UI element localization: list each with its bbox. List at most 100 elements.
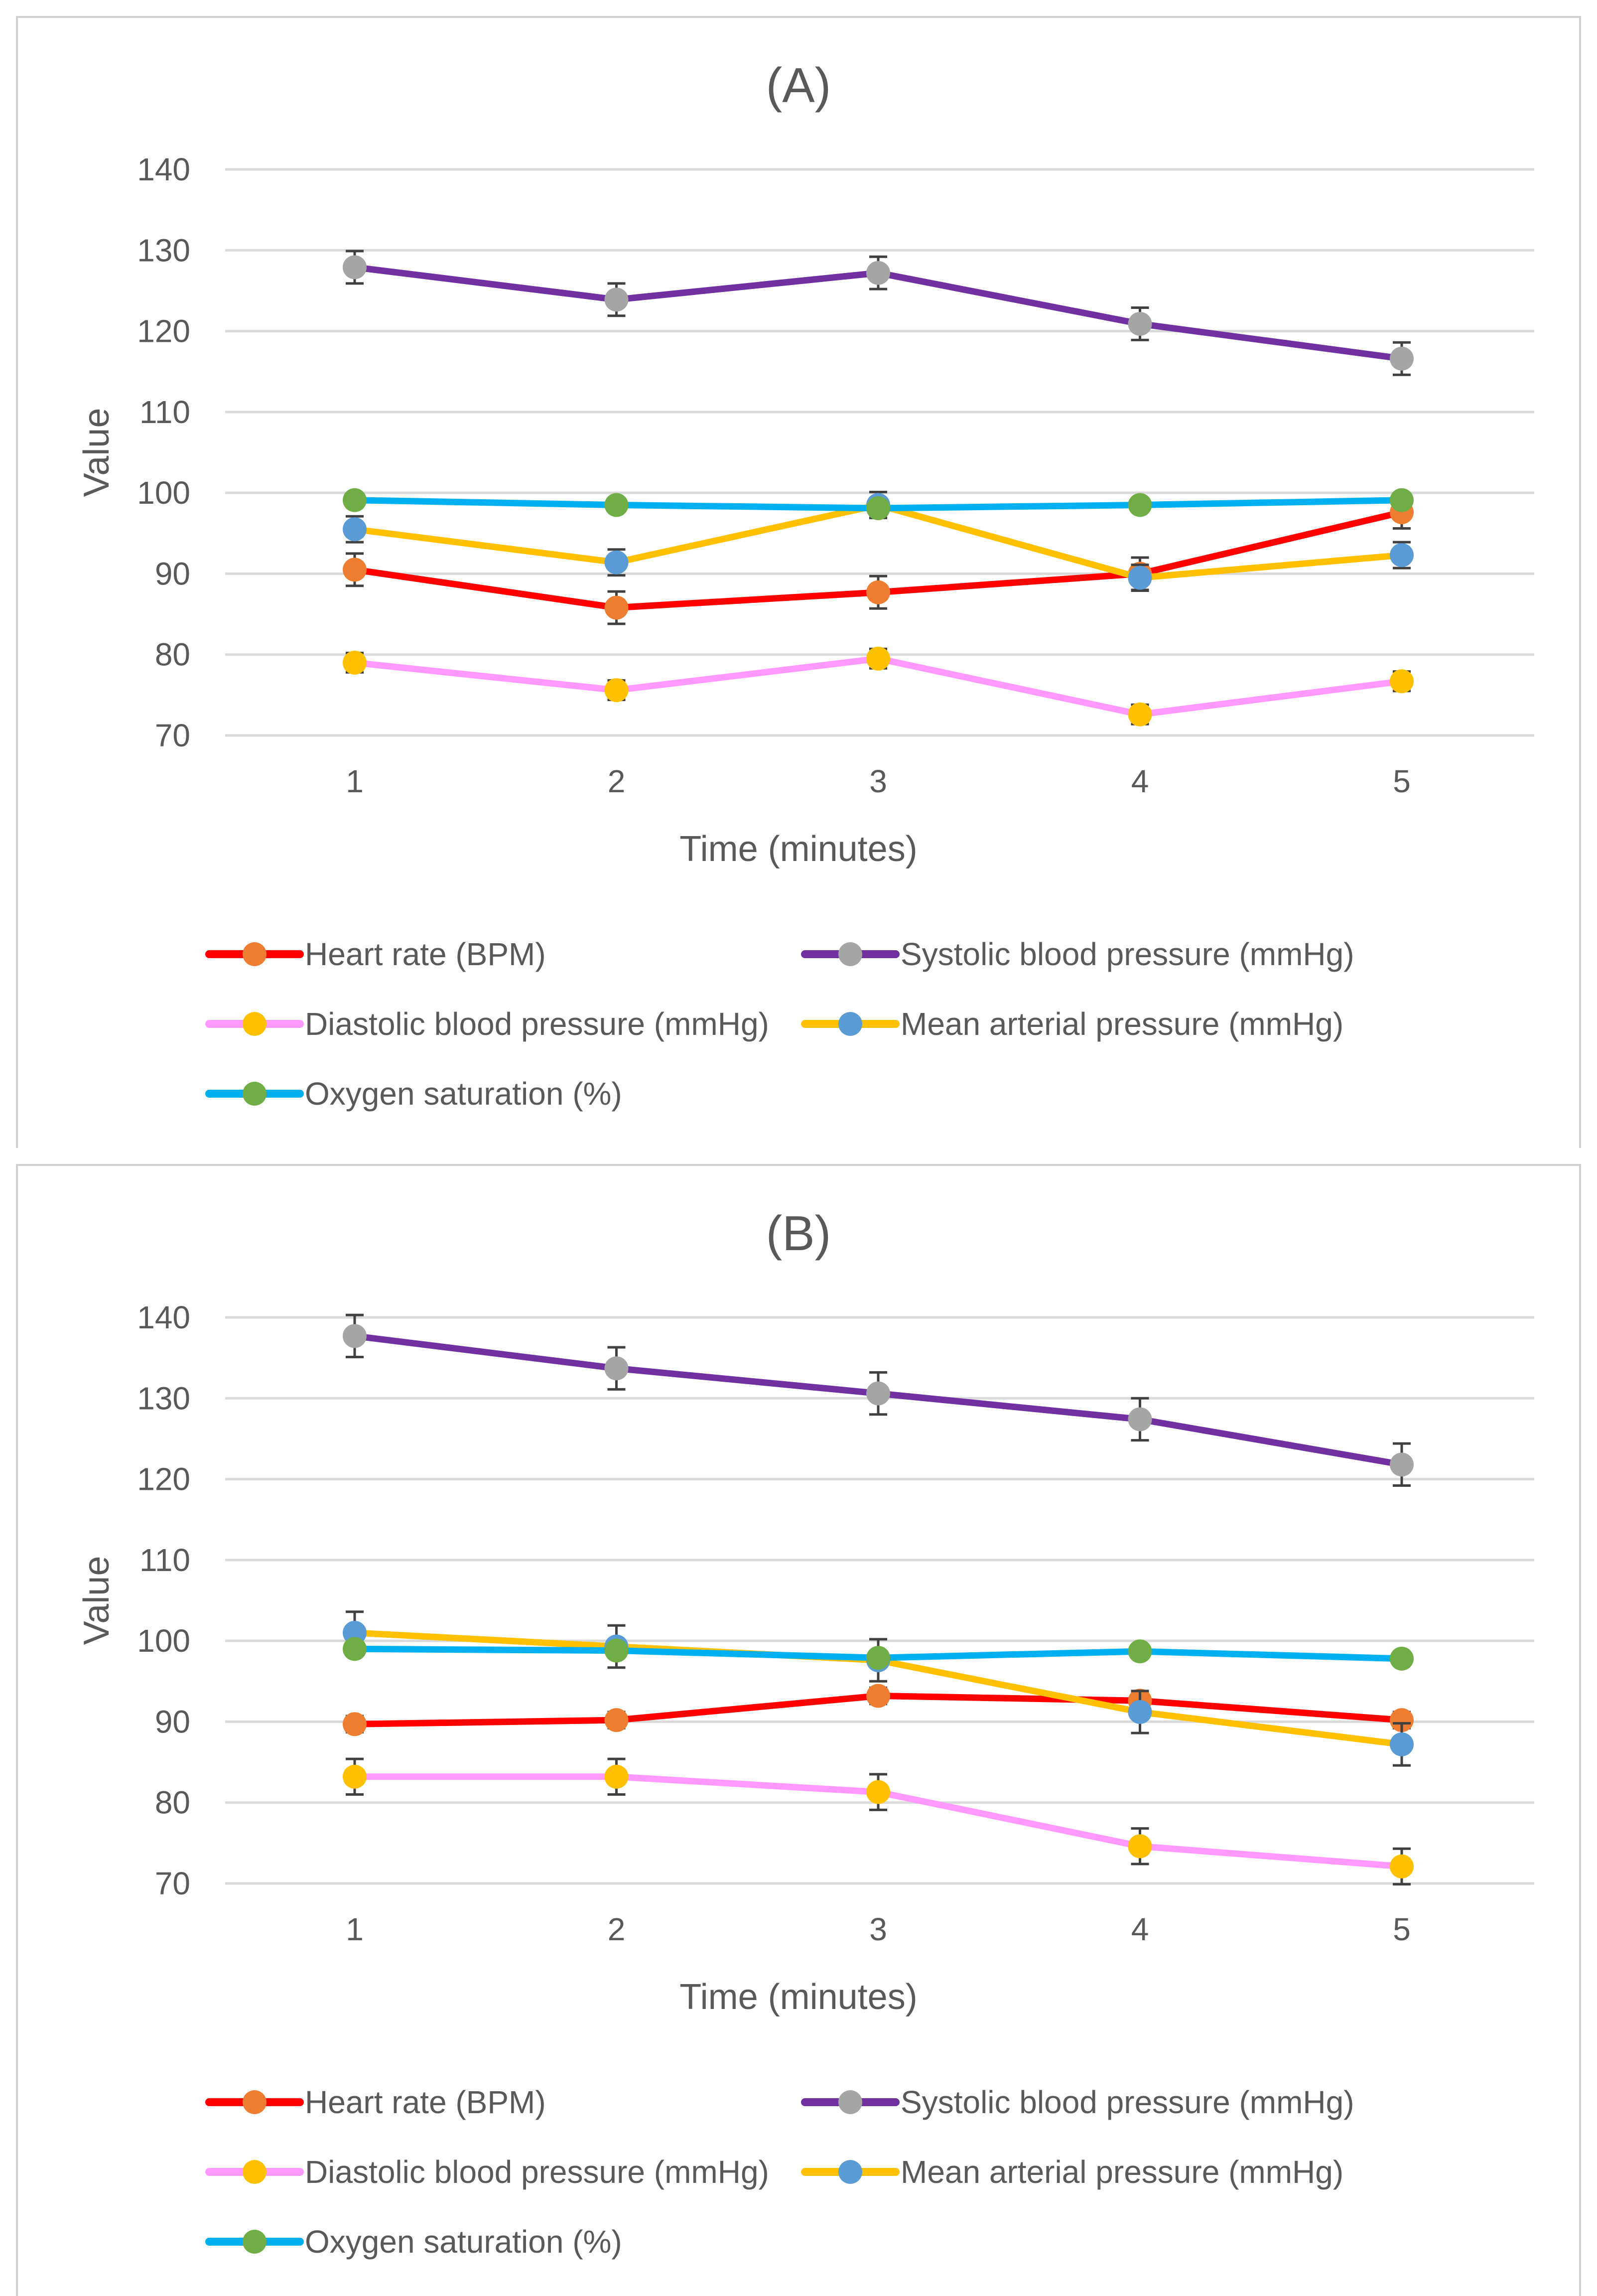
legend-item: Mean arterial pressure (mmHg): [801, 2154, 1343, 2190]
data-point: [343, 255, 367, 280]
x-tick-label: 4: [1131, 1911, 1149, 1947]
legend-swatch-marker: [243, 1012, 266, 1036]
y-tick-label: 130: [137, 1380, 190, 1416]
legend-item: Mean arterial pressure (mmHg): [801, 1006, 1343, 1042]
data-point: [1390, 1646, 1414, 1671]
data-point: [343, 650, 367, 675]
x-tick-label: 3: [869, 763, 887, 799]
data-point: [1390, 1854, 1414, 1878]
y-axis-label: Value: [77, 1556, 117, 1645]
legend-label: Diastolic blood pressure (mmHg): [305, 1006, 769, 1042]
y-tick-label: 110: [139, 394, 190, 430]
data-point: [1128, 1834, 1152, 1859]
legend-label: Oxygen saturation (%): [305, 1076, 622, 1112]
chart-border: [16, 16, 1581, 1148]
legend-label: Heart rate (BPM): [305, 936, 546, 972]
x-tick-label: 2: [608, 763, 626, 799]
data-point: [1390, 346, 1414, 371]
data-point: [604, 1356, 629, 1381]
data-point: [604, 1708, 629, 1732]
legend-item: Systolic blood pressure (mmHg): [801, 936, 1354, 972]
legend-swatch-marker: [838, 2160, 862, 2184]
y-tick-label: 100: [137, 475, 190, 511]
series-4: [343, 1637, 1414, 1671]
y-tick-label: 110: [139, 1542, 190, 1578]
data-point: [604, 493, 629, 517]
legend-swatch-marker: [243, 2160, 266, 2184]
y-tick-label: 70: [155, 1866, 190, 1901]
legend-item: Oxygen saturation (%): [205, 1076, 622, 1112]
data-point: [1390, 488, 1414, 512]
legend-swatch-marker: [838, 942, 862, 966]
chart-panel-b: (B) 70 80 90 100 110 120 130 140 1 2 3 4 5 Time (minut…: [0, 1148, 1597, 2296]
legend-item: Oxygen saturation (%): [205, 2224, 622, 2260]
y-tick-label: 130: [137, 232, 190, 268]
chart-title: (A): [766, 58, 831, 113]
data-point: [1390, 1452, 1414, 1477]
data-point: [866, 646, 890, 671]
chart-title: (B): [766, 1206, 831, 1261]
data-point: [1128, 1639, 1152, 1664]
data-point: [866, 1684, 890, 1708]
legend-swatch-marker: [243, 2230, 266, 2254]
x-axis-label: Time (minutes): [679, 829, 917, 869]
data-point: [604, 550, 629, 574]
series-2: [343, 1757, 1414, 1886]
y-tick-label: 120: [137, 313, 190, 349]
legend-item: Diastolic blood pressure (mmHg): [205, 2154, 769, 2190]
legend-item: Heart rate (BPM): [205, 2084, 546, 2120]
x-tick-label: 3: [869, 1911, 887, 1947]
data-point: [1128, 702, 1152, 726]
data-point: [866, 1381, 890, 1406]
series-1: [343, 1313, 1414, 1487]
data-point: [604, 287, 629, 312]
chart-a: (A) 70 80 90 100 110 120 130 140 1 2 3 4 5 Time (minut…: [16, 16, 1581, 1148]
data-point: [343, 488, 367, 512]
data-point: [1390, 1708, 1414, 1732]
data-point: [343, 1324, 367, 1348]
x-tick-label: 5: [1393, 763, 1411, 799]
y-tick-label: 140: [137, 1299, 190, 1335]
legend-swatch-marker: [838, 1012, 862, 1036]
legend-label: Heart rate (BPM): [305, 2084, 546, 2120]
data-point: [343, 517, 367, 542]
data-point: [1128, 566, 1152, 590]
x-tick-label: 2: [608, 1911, 626, 1947]
legend-item: Systolic blood pressure (mmHg): [801, 2084, 1354, 2120]
data-point: [1128, 1700, 1152, 1724]
chart-b: (B) 70 80 90 100 110 120 130 140 1 2 3 4 5 Time (minut…: [16, 1164, 1581, 2296]
legend-swatch-marker: [243, 2090, 266, 2114]
chart-border: [16, 1164, 1581, 2296]
data-point: [343, 558, 367, 582]
y-tick-label: 80: [155, 637, 190, 673]
data-point: [604, 1764, 629, 1789]
series-1: [343, 250, 1414, 376]
x-tick-label: 1: [346, 763, 364, 799]
data-point: [343, 1764, 367, 1789]
legend-label: Systolic blood pressure (mmHg): [901, 936, 1354, 972]
data-point: [866, 1646, 890, 1670]
data-point: [343, 1712, 367, 1736]
y-tick-label: 90: [155, 556, 190, 591]
data-point: [1390, 669, 1414, 694]
legend-item: Heart rate (BPM): [205, 936, 546, 972]
y-tick-label: 120: [137, 1461, 190, 1497]
legend-label: Oxygen saturation (%): [305, 2224, 622, 2260]
legend-swatch-marker: [838, 2090, 862, 2114]
legend-label: Diastolic blood pressure (mmHg): [305, 2154, 769, 2190]
legend-swatch-marker: [243, 1082, 266, 1106]
x-tick-label: 5: [1393, 1911, 1411, 1947]
y-tick-label: 140: [137, 151, 190, 187]
y-tick-label: 70: [155, 718, 190, 753]
legend-label: Mean arterial pressure (mmHg): [901, 2154, 1343, 2190]
data-point: [866, 261, 890, 285]
legend-label: Mean arterial pressure (mmHg): [901, 1006, 1343, 1042]
data-point: [866, 580, 890, 604]
series-2: [343, 646, 1414, 726]
y-axis-label: Value: [77, 408, 117, 497]
series-0: [343, 495, 1414, 625]
chart-panel-a: (A) 70 80 90 100 110 120 130 140 1 2 3 4 5 Time (minut…: [16, 16, 1581, 1148]
data-point: [1390, 543, 1414, 568]
x-tick-label: 4: [1131, 763, 1149, 799]
data-point: [604, 595, 629, 620]
